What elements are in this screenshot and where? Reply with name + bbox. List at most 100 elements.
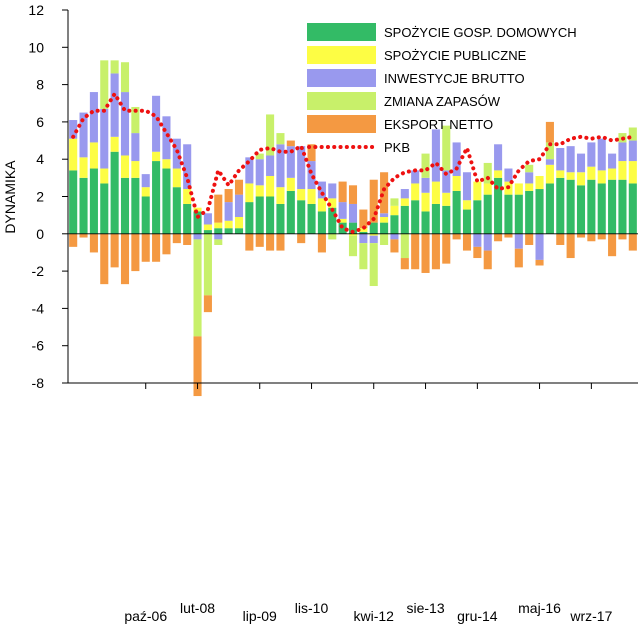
bar-segment-5-18 [245,233,254,251]
legend-swatch-1 [307,23,376,41]
bar-segment-2-45 [525,183,534,191]
bar-segment-5-9 [152,233,161,262]
bar-segment-3-24 [307,161,316,190]
bar-segment-2-35 [421,192,430,212]
bar-segment-5-19 [255,233,264,247]
bar-segment-2-33 [400,198,409,206]
bar-segment-4-20 [266,114,275,156]
bar-segment-2-14 [203,224,212,231]
bar-segment-5-51 [587,233,596,242]
bar-segment-3-55 [628,140,637,162]
bar-segment-4-47 [545,142,554,160]
bar-segment-2-34 [411,183,420,201]
bar-segment-1-4 [100,183,109,234]
bar-segment-3-53 [608,153,617,169]
bar-segment-2-21 [276,187,285,204]
bar-segment-3-6 [120,92,130,156]
bar-segment-4-32 [390,198,399,206]
bar-segment-3-39 [462,172,472,201]
bar-segment-4-6 [120,62,130,93]
bar-segment-2-24 [307,189,316,204]
bar-segment-2-51 [587,166,596,180]
bar-segment-2-36 [431,181,440,204]
bar-segment-2-29 [359,228,368,232]
y-tick-label: 12 [28,2,44,18]
bar-segment-2-23 [297,189,306,201]
legend-label-pkb: PKB [384,140,410,155]
bar-segment-4-13 [193,239,202,337]
bar-segment-5-16 [224,189,233,203]
bar-segment-5-42 [494,233,503,242]
bar-segment-1-49 [566,179,575,234]
bar-segment-5-31 [380,172,389,214]
bar-segment-2-12 [183,189,192,204]
bar-segment-1-5 [110,151,119,234]
bar-segment-2-32 [390,205,399,216]
bar-segment-5-10 [162,233,171,255]
bar-segment-3-29 [359,233,368,244]
bar-segment-2-41 [483,183,492,195]
bar-segment-1-29 [359,231,368,234]
bars-layer [69,60,637,397]
y-tick-label: -6 [32,338,45,354]
bar-segment-4-4 [100,60,109,109]
legend-swatch-4 [307,92,376,110]
bar-segment-1-37 [442,205,451,234]
bar-segment-1-1 [69,170,78,234]
bar-segment-2-53 [608,168,617,180]
bar-segment-5-7 [131,233,140,272]
bar-segment-4-29 [359,243,368,270]
bar-segment-5-5 [110,233,119,268]
bar-segment-5-22 [286,140,295,147]
bar-segment-2-52 [597,170,606,184]
bar-segment-2-19 [255,185,264,197]
bar-segment-2-50 [576,172,586,186]
bar-segment-1-10 [162,168,171,234]
bar-segment-5-48 [556,233,565,245]
bar-segment-5-29 [359,209,368,229]
bar-segment-3-10 [162,116,171,160]
bar-segment-5-8 [141,233,150,262]
bar-segment-5-24 [307,144,316,162]
bar-segment-3-40 [473,233,482,247]
bar-segment-3-25 [317,181,326,199]
y-tick-label: 10 [28,39,44,55]
bar-segment-3-32 [390,233,399,240]
bar-segment-5-30 [369,179,378,223]
bar-segment-3-27 [338,202,347,219]
bar-segment-3-37 [442,170,451,193]
bar-segment-3-15 [214,233,223,240]
y-axis-label: DYNAMIKA [2,160,18,234]
bar-segment-5-45 [525,233,534,245]
bar-segment-1-6 [120,177,130,234]
x-tick-label: kwi-12 [353,608,394,624]
bar-segment-3-49 [566,146,575,173]
bar-segment-5-12 [183,233,192,245]
bar-segment-5-17 [234,179,244,195]
bar-segment-1-25 [317,211,326,234]
bar-segment-1-8 [141,196,150,234]
bar-segment-3-46 [535,233,544,260]
axes-layer: -8 -6 -4 -2 0 2 4 6 8 10 12 paź-06 lut-08 lip-09 lis-1… [28,2,638,624]
bar-segment-5-52 [597,233,606,240]
bar-segment-1-40 [473,200,482,234]
bar-segment-3-42 [494,144,503,171]
bar-segment-4-41 [483,162,492,184]
bar-segment-5-15 [214,194,223,223]
bar-segment-5-23 [297,233,306,244]
bar-segment-2-42 [494,170,503,178]
bar-segment-1-3 [89,168,98,234]
bar-segment-4-35 [421,153,430,178]
bar-segment-3-28 [348,203,358,223]
bar-segment-2-27 [338,218,347,223]
bar-segment-2-26 [328,198,337,208]
bar-segment-5-4 [100,233,109,285]
bar-segment-5-21 [276,233,285,251]
bar-segment-2-28 [348,233,358,236]
bar-segment-1-39 [462,209,472,234]
bar-segment-3-20 [266,155,275,176]
bar-segment-2-39 [462,200,472,210]
bar-segment-2-7 [131,161,140,178]
bar-segment-5-43 [504,233,513,238]
